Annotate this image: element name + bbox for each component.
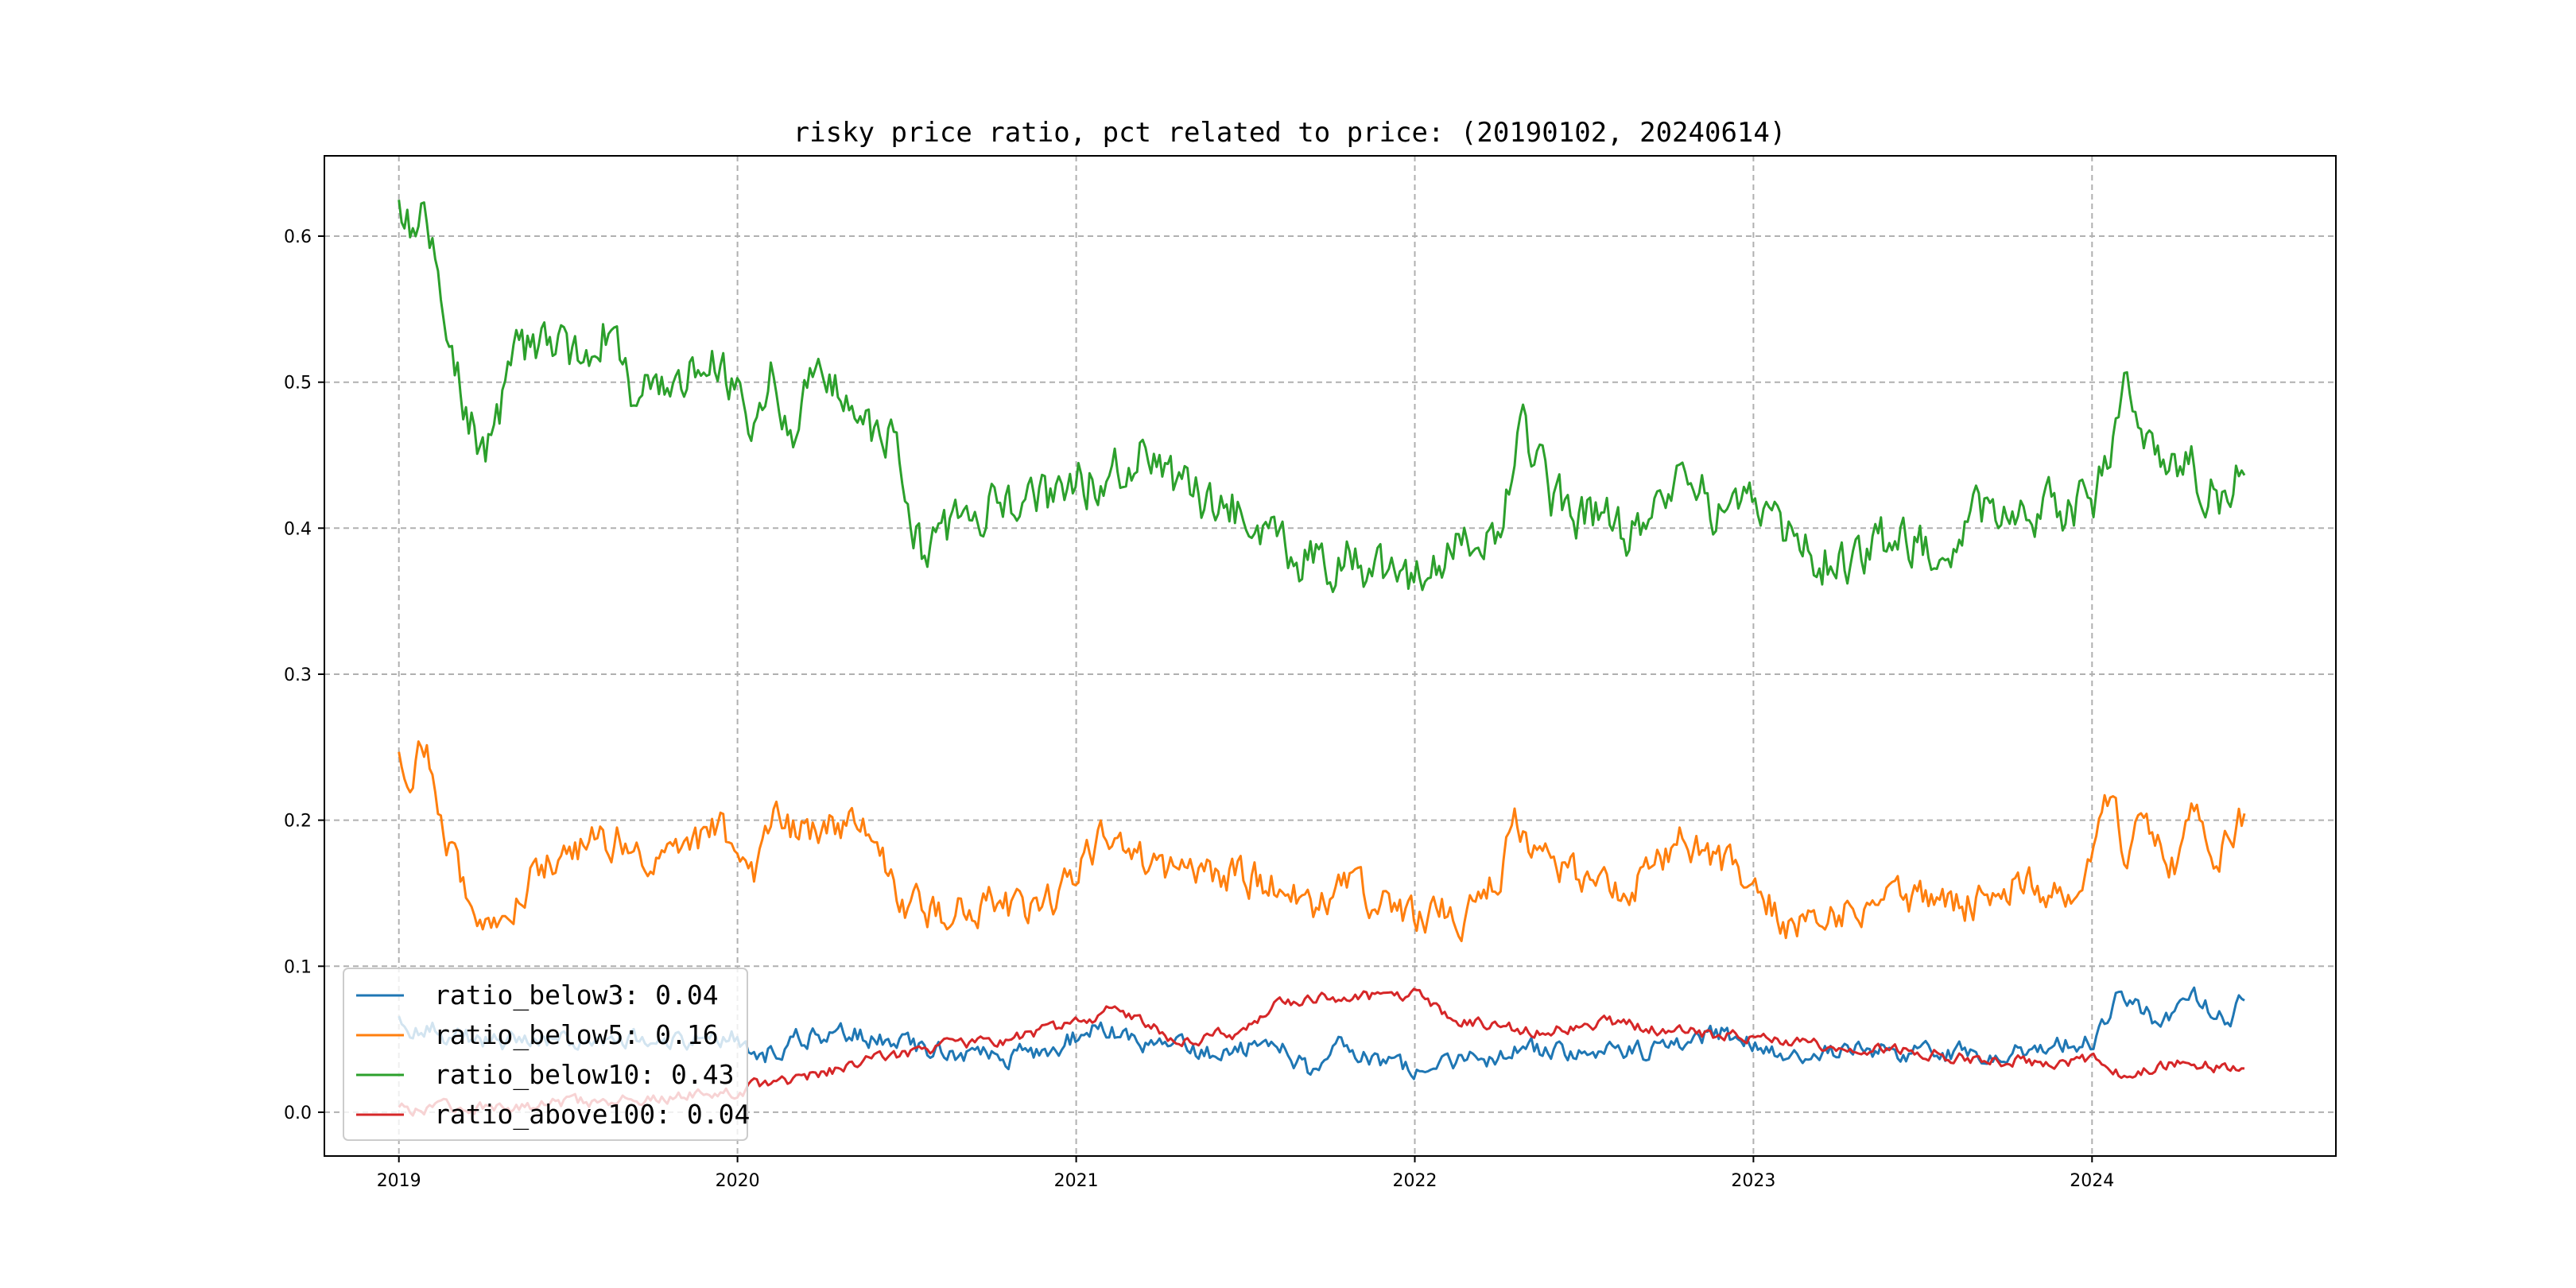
axes-ticks: 2019 2020 2021 2022 2023 2024 0.0 0.1 0.2 0.3 0.4 0… <box>284 227 2114 1191</box>
series-line-ratio-below10 <box>398 200 2246 593</box>
x-tick-label: 2020 <box>716 1171 760 1191</box>
legend-label: ratio_below10: 0.43 <box>434 1059 735 1091</box>
x-tick-label: 2023 <box>1731 1171 1775 1191</box>
y-tick-label: 0.0 <box>284 1104 312 1123</box>
y-tick-label: 0.5 <box>284 374 312 394</box>
legend-label: ratio_below5: 0.16 <box>434 1019 719 1051</box>
grid <box>324 156 2336 1156</box>
y-tick-label: 0.1 <box>284 957 312 977</box>
x-tick-label: 2019 <box>377 1171 421 1191</box>
plot-frame <box>324 155 2337 1157</box>
y-tick-label: 0.4 <box>284 519 312 539</box>
series-line-ratio-below5 <box>398 740 2246 943</box>
chart-title: risky price ratio, pct related to price:… <box>793 117 1787 149</box>
x-tick-label: 2022 <box>1393 1171 1437 1191</box>
legend-label: ratio_above100: 0.04 <box>434 1099 750 1131</box>
x-tick-label: 2021 <box>1054 1171 1099 1191</box>
y-tick-label: 0.2 <box>284 812 312 832</box>
y-tick-label: 0.6 <box>284 227 312 247</box>
legend: ratio_below3: 0.04 ratio_below5: 0.16 rati… <box>343 968 750 1141</box>
legend-box <box>343 968 748 1141</box>
x-tick-label: 2024 <box>2070 1171 2114 1191</box>
legend-label: ratio_below3: 0.04 <box>434 980 719 1011</box>
y-tick-label: 0.3 <box>284 665 312 685</box>
